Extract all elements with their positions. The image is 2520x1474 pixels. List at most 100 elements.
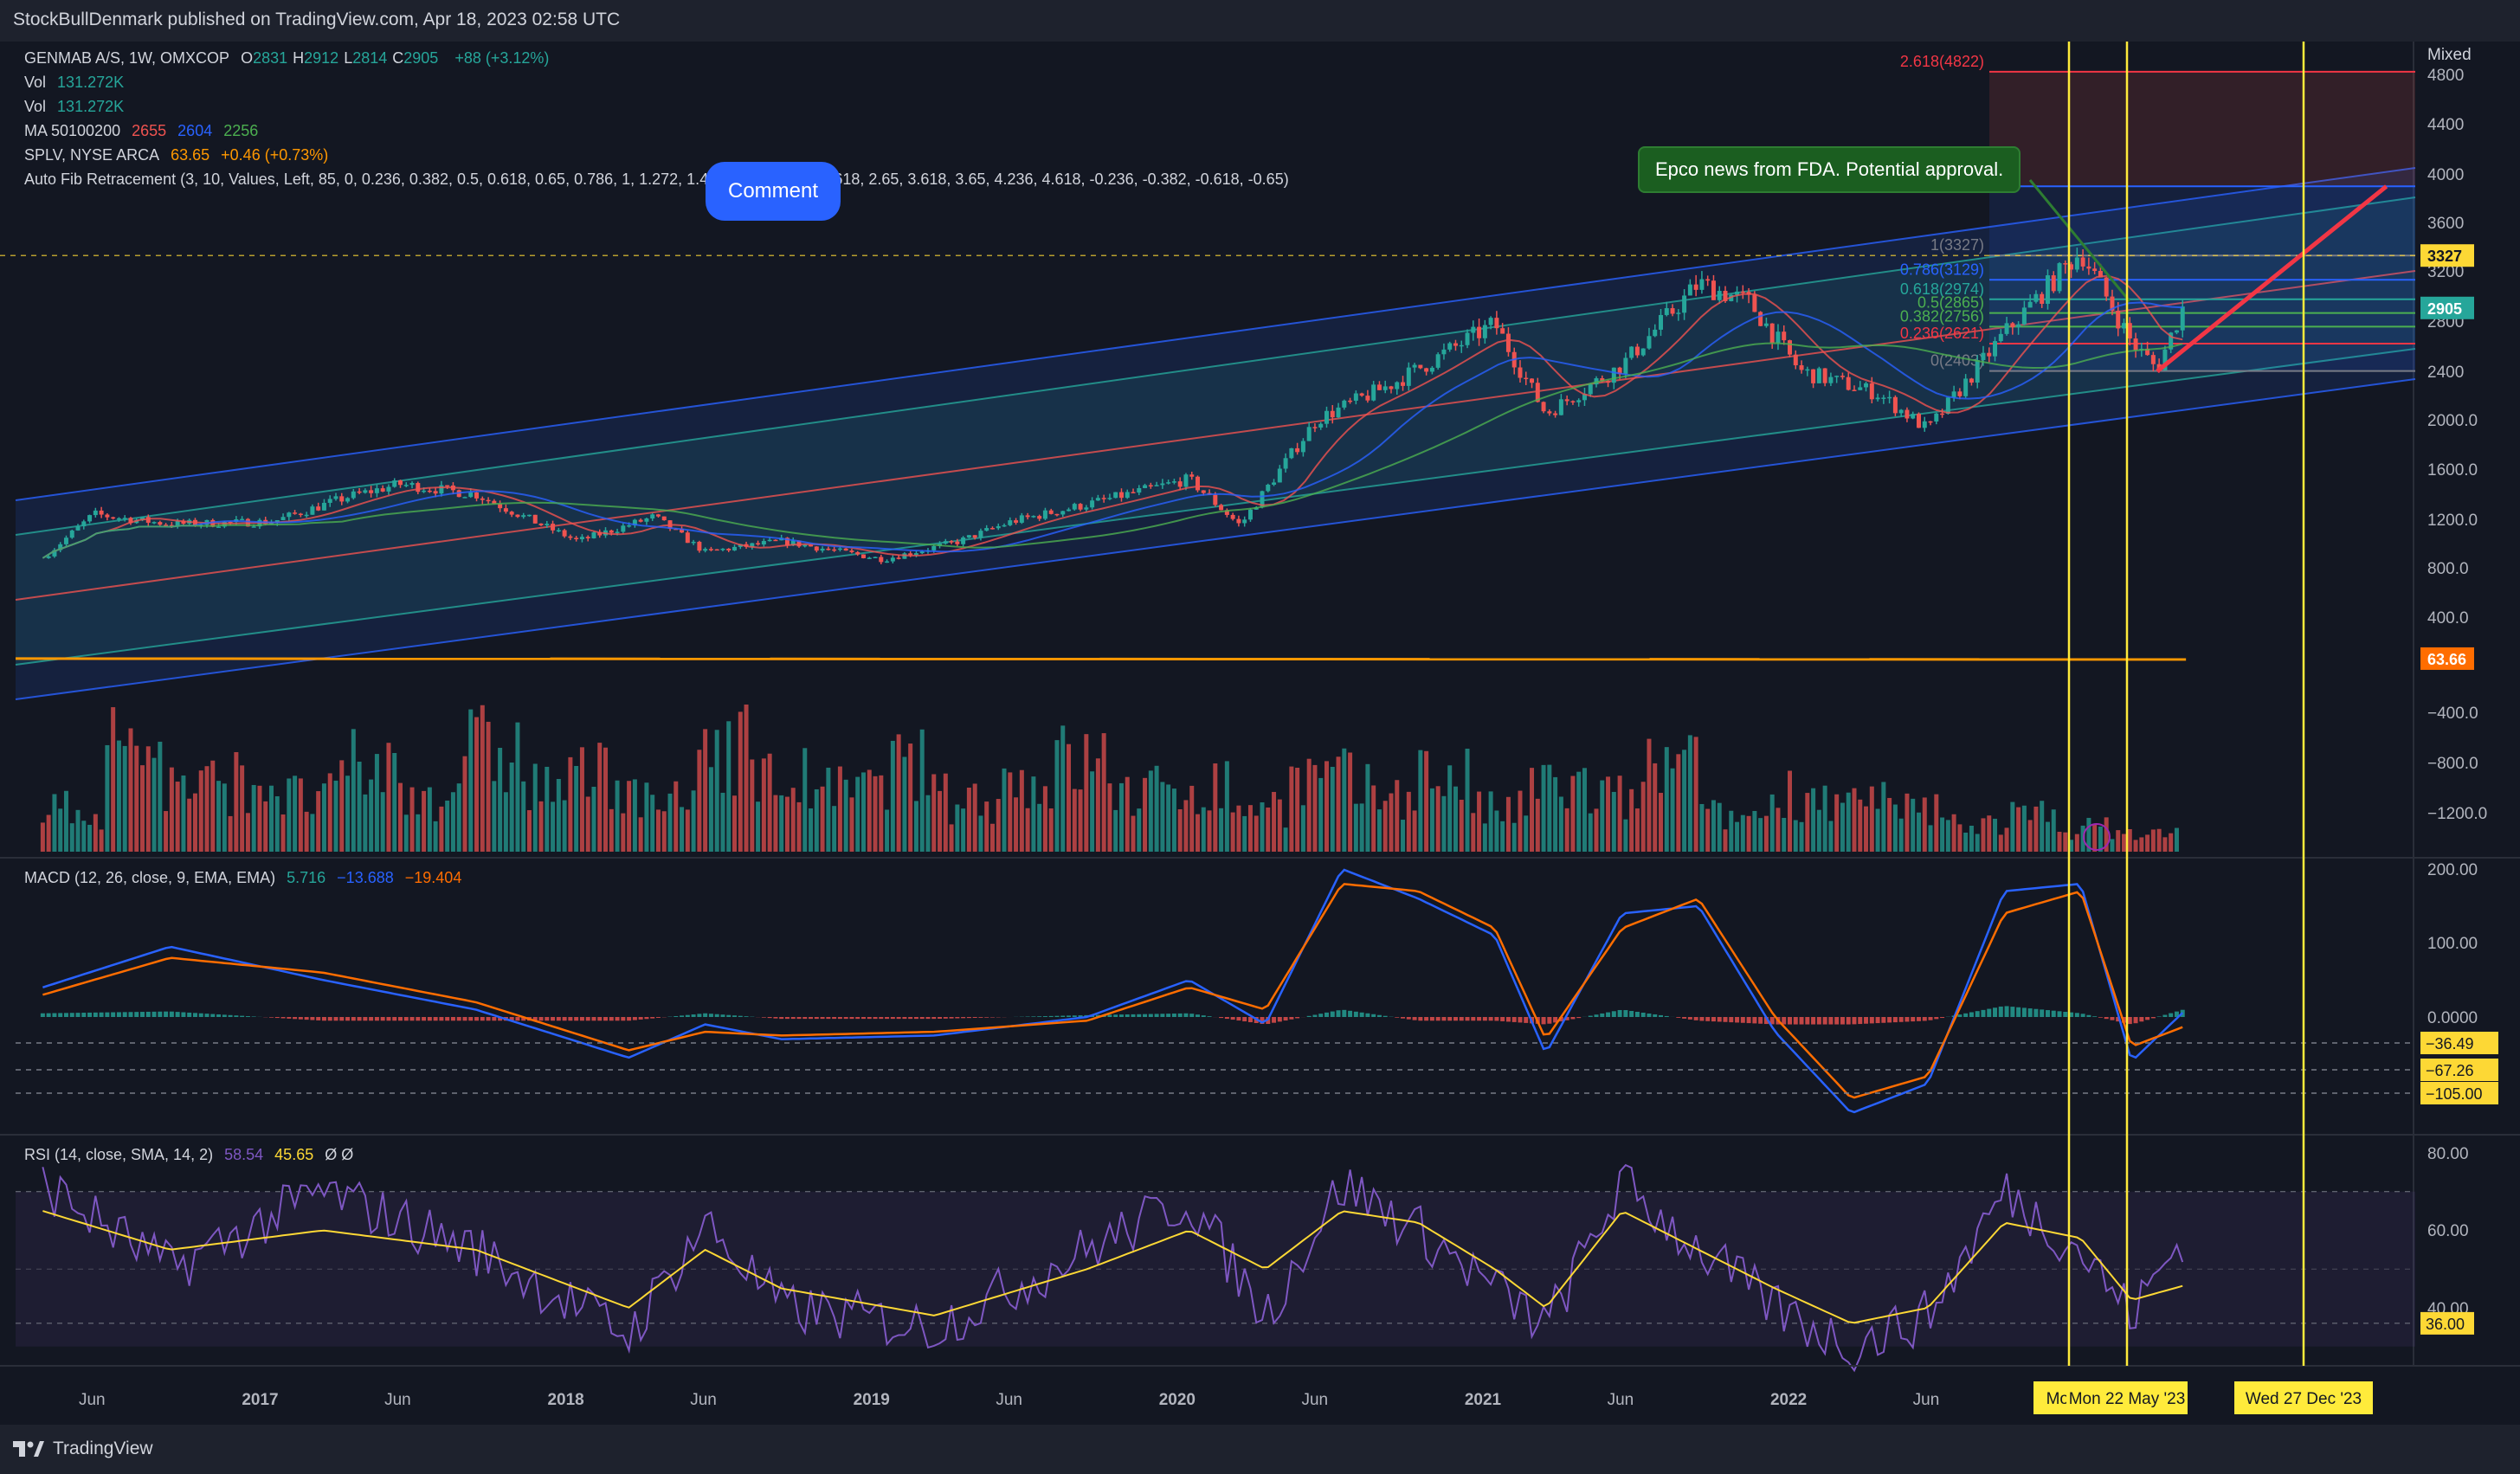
volume-bar (1376, 809, 1382, 852)
price-candle-body (1623, 357, 1628, 375)
macd-histogram-bar (2069, 1012, 2074, 1017)
macd-histogram-bar (773, 1017, 778, 1019)
chart-area[interactable]: 4800 4400 4000 3600 3200 2800 2400 2000.0 1600.0… (0, 42, 2520, 1425)
volume-bar (1429, 788, 1434, 852)
volume-bar (1213, 763, 1218, 852)
comment-button[interactable]: Comment (706, 162, 841, 221)
price-candle-body (1488, 318, 1493, 325)
volume-bar (175, 782, 180, 852)
price-candle-body (403, 485, 409, 486)
price-candle-body (538, 523, 544, 525)
macd-histogram-bar (1723, 1017, 1728, 1022)
macd-histogram-bar (890, 1017, 895, 1020)
volume-bar (1453, 786, 1458, 852)
volume-bar (756, 801, 761, 852)
macd-histogram-bar (1922, 1017, 1927, 1021)
volume-bar (2004, 827, 2009, 852)
macd-histogram-bar (1482, 1017, 1487, 1021)
volume-bar (1382, 801, 1388, 852)
chart-canvas[interactable]: 48004400400036003200280024002000.01600.0… (0, 42, 2520, 1425)
ma-value-100: 2604 (177, 122, 213, 139)
volume-bar (46, 814, 51, 852)
volume-bar (2080, 825, 2085, 852)
price-candle-body (767, 539, 772, 542)
volume-bar (732, 795, 738, 852)
macd-histogram-bar (1365, 1013, 1370, 1017)
price-candle-body (1048, 510, 1054, 514)
macd-histogram-bar (1740, 1017, 1745, 1023)
macd-histogram-bar (1371, 1014, 1376, 1017)
price-candle-body (2180, 306, 2185, 331)
channel-line (15, 378, 2416, 700)
macd-histogram-bar (198, 1013, 203, 1017)
price-candle-body (1101, 498, 1106, 499)
macd-histogram-bar (1782, 1017, 1787, 1025)
price-candle-body (1969, 378, 1974, 383)
macd-histogram-bar (978, 1017, 983, 1018)
price-candle-body (1711, 280, 1716, 300)
price-candle-body (1019, 515, 1024, 523)
annotation-note[interactable]: Epco news from FDA. Potential approval. (1638, 146, 2021, 193)
rsi-ma-line (42, 1210, 2183, 1324)
macd-histogram-bar (1682, 1017, 1687, 1019)
price-candle-body (433, 491, 438, 494)
macd-histogram-bar (2086, 1014, 2091, 1017)
price-candle-body (357, 491, 362, 493)
volume-bar (1647, 738, 1652, 852)
price-candle-body (1025, 515, 1030, 518)
volume-bar (1054, 740, 1060, 852)
volume-bar (1659, 793, 1664, 852)
macd-histogram-bar (363, 1017, 368, 1021)
volume-bar (1535, 798, 1540, 852)
volume-bar (93, 814, 98, 852)
macd-histogram-bar (720, 1014, 725, 1017)
price-candle-body (392, 480, 397, 487)
volume-bar (1125, 776, 1130, 852)
volume-bar (691, 790, 696, 852)
volume-bar (1998, 834, 2003, 852)
macd-histogram-bar (1242, 1017, 1247, 1022)
volume-bar (1699, 803, 1705, 852)
volume-bar (58, 808, 63, 852)
macd-histogram-bar (369, 1017, 374, 1021)
volume-bar (1905, 793, 1910, 852)
price-candle-body (615, 531, 620, 533)
volume-bar (316, 791, 321, 852)
volume-bar (1365, 763, 1370, 852)
price-candle-body (169, 525, 174, 527)
macd-histogram-bar (1518, 1017, 1523, 1023)
price-candle-body (1336, 407, 1341, 418)
macd-histogram-bar (597, 1017, 603, 1021)
volume-bar (486, 721, 491, 852)
price-candle-body (1905, 409, 1910, 419)
price-candle-body (1782, 331, 1787, 341)
macd-histogram-bar (1125, 1014, 1130, 1017)
macd-histogram-bar (1600, 1013, 1605, 1017)
legend-macd: MACD (12, 26, close, 9, EMA, EMA) 5.716 … (24, 869, 468, 887)
macd-histogram-bar (902, 1017, 907, 1020)
macd-histogram-bar (1834, 1017, 1840, 1025)
volume-bar (169, 767, 174, 852)
volume-bar (1828, 821, 1834, 852)
footer-bar: TradingView (0, 1425, 2520, 1474)
price-candle-body (1881, 397, 1886, 399)
volume-bar (1629, 788, 1634, 852)
volume-bar (674, 781, 679, 852)
macd-histogram-bar (2057, 1011, 2062, 1017)
price-candle-body (1289, 447, 1294, 459)
price-tick-label: 800.0 (2427, 560, 2469, 578)
price-candle-body (69, 530, 74, 538)
price-candle-body (1758, 312, 1763, 326)
ohlc-value-C: 2905 (403, 49, 439, 67)
macd-histogram-bar (738, 1015, 743, 1017)
volume-bar (931, 774, 937, 852)
tradingview-logo[interactable]: TradingView (13, 1439, 153, 1459)
macd-histogram-bar (2021, 1007, 2027, 1017)
macd-histogram-bar (896, 1017, 901, 1020)
price-candle-body (1892, 396, 1898, 414)
price-candle-body (2010, 323, 2015, 328)
ma-label: MA 50100200 (24, 122, 121, 139)
macd-histogram-bar (1993, 1007, 1998, 1017)
price-candle-body (351, 491, 356, 499)
volume-bar (1330, 766, 1335, 852)
